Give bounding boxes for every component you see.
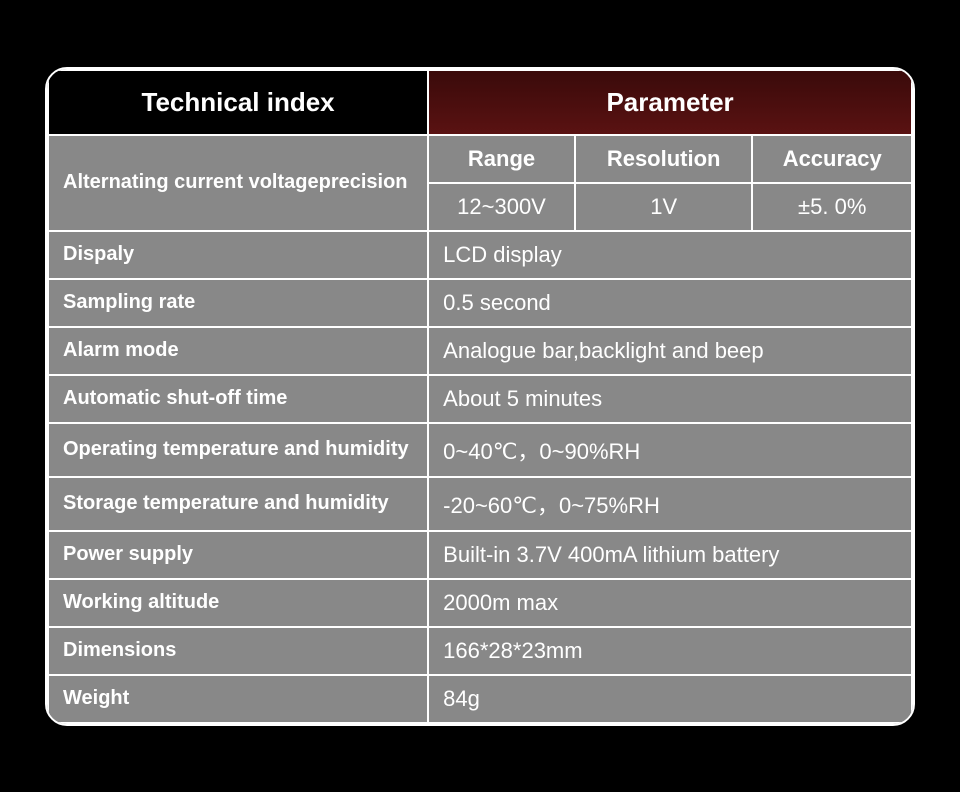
spec-value: 0.5 second bbox=[428, 279, 912, 327]
table-row: Sampling rate0.5 second bbox=[48, 279, 912, 327]
spec-label: Storage temperature and humidity bbox=[48, 477, 428, 531]
spec-label: Dispaly bbox=[48, 231, 428, 279]
spec-value: About 5 minutes bbox=[428, 375, 912, 423]
table-row: Storage temperature and humidity-20~60℃，… bbox=[48, 477, 912, 531]
table-row: DispalyLCD display bbox=[48, 231, 912, 279]
header-row: Technical index Parameter bbox=[48, 70, 912, 135]
spec-label: Power supply bbox=[48, 531, 428, 579]
spec-value: 84g bbox=[428, 675, 912, 723]
spec-label: Dimensions bbox=[48, 627, 428, 675]
spec-table: Technical index Parameter Alternating cu… bbox=[47, 69, 913, 724]
table-row: Power supplyBuilt-in 3.7V 400mA lithium … bbox=[48, 531, 912, 579]
spec-label: Automatic shut-off time bbox=[48, 375, 428, 423]
header-parameter: Parameter bbox=[428, 70, 912, 135]
spec-value: 166*28*23mm bbox=[428, 627, 912, 675]
spec-value: Analogue bar,backlight and beep bbox=[428, 327, 912, 375]
spec-label: Alarm mode bbox=[48, 327, 428, 375]
table-row: Alarm modeAnalogue bar,backlight and bee… bbox=[48, 327, 912, 375]
spec-value: LCD display bbox=[428, 231, 912, 279]
spec-label: Operating temperature and humidity bbox=[48, 423, 428, 477]
spec-value: 0~40℃，0~90%RH bbox=[428, 423, 912, 477]
value-resolution: 1V bbox=[575, 183, 753, 231]
value-accuracy: ±5. 0% bbox=[752, 183, 912, 231]
spec-value: -20~60℃，0~75%RH bbox=[428, 477, 912, 531]
table-row: Weight84g bbox=[48, 675, 912, 723]
precision-subheader-row: Alternating current voltageprecision Ran… bbox=[48, 135, 912, 183]
value-range: 12~300V bbox=[428, 183, 575, 231]
subheader-resolution: Resolution bbox=[575, 135, 753, 183]
subheader-range: Range bbox=[428, 135, 575, 183]
header-technical-index: Technical index bbox=[48, 70, 428, 135]
spec-label: Weight bbox=[48, 675, 428, 723]
table-row: Working altitude2000m max bbox=[48, 579, 912, 627]
spec-value: 2000m max bbox=[428, 579, 912, 627]
spec-table-card: Technical index Parameter Alternating cu… bbox=[45, 67, 915, 726]
spec-label: Sampling rate bbox=[48, 279, 428, 327]
subheader-accuracy: Accuracy bbox=[752, 135, 912, 183]
precision-row-label: Alternating current voltageprecision bbox=[48, 135, 428, 231]
spec-label: Working altitude bbox=[48, 579, 428, 627]
spec-value: Built-in 3.7V 400mA lithium battery bbox=[428, 531, 912, 579]
table-row: Automatic shut-off timeAbout 5 minutes bbox=[48, 375, 912, 423]
table-row: Operating temperature and humidity0~40℃，… bbox=[48, 423, 912, 477]
table-row: Dimensions166*28*23mm bbox=[48, 627, 912, 675]
